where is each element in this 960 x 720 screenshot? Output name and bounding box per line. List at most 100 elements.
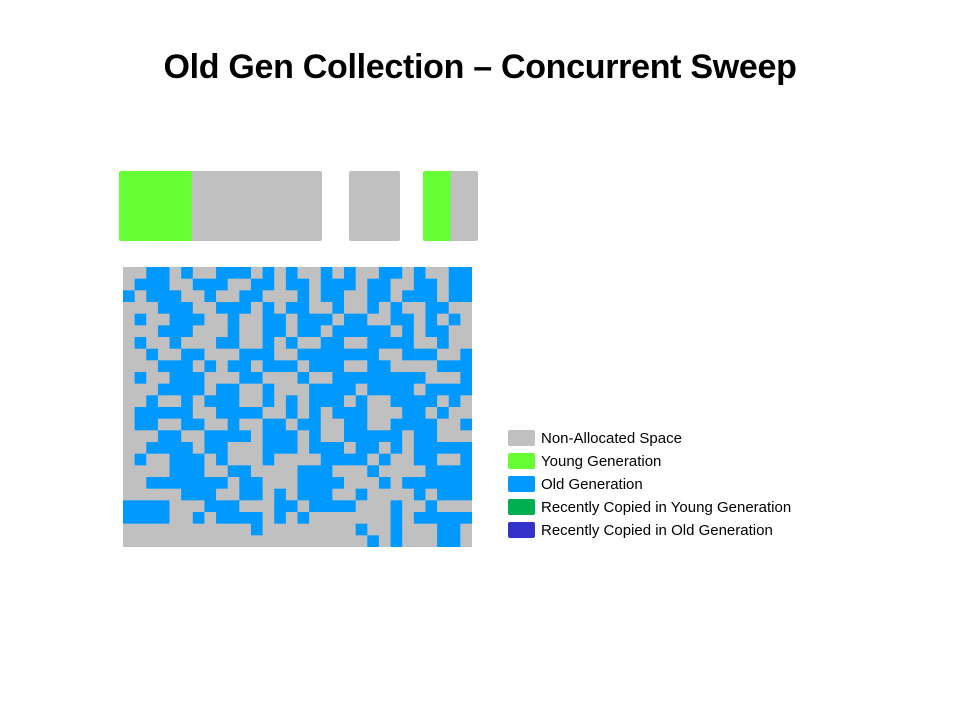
old-gen-cell-free bbox=[239, 523, 252, 536]
old-gen-cell-free bbox=[297, 535, 310, 547]
old-gen-cell-free bbox=[355, 360, 368, 373]
old-gen-cell-live bbox=[402, 325, 415, 338]
old-gen-cell-free bbox=[146, 430, 159, 443]
old-gen-cell-live bbox=[146, 395, 159, 408]
old-gen-cell-live bbox=[413, 488, 426, 501]
old-gen-cell-free bbox=[297, 267, 310, 280]
old-gen-cell-free bbox=[274, 395, 287, 408]
old-gen-cell-free bbox=[390, 407, 403, 420]
old-gen-cell-free bbox=[367, 453, 380, 466]
old-gen-cell-free bbox=[448, 302, 461, 315]
old-gen-cell-live bbox=[181, 302, 194, 315]
old-gen-cell-live bbox=[309, 313, 322, 326]
old-gen-cell-free bbox=[344, 477, 357, 490]
old-gen-cell-live bbox=[332, 372, 345, 385]
old-gen-cell-live bbox=[437, 488, 450, 501]
old-gen-cell-live bbox=[448, 278, 461, 291]
old-gen-cell-live bbox=[274, 325, 287, 338]
old-gen-cell-live bbox=[169, 383, 182, 396]
old-gen-cell-live bbox=[157, 290, 170, 303]
old-gen-cell-free bbox=[123, 348, 136, 361]
old-gen-cell-free bbox=[437, 418, 450, 431]
old-gen-cell-live bbox=[367, 290, 380, 303]
old-gen-cell-free bbox=[239, 337, 252, 350]
old-gen-cell-free bbox=[367, 313, 380, 326]
old-gen-cell-live bbox=[181, 325, 194, 338]
old-gen-cell-free bbox=[297, 430, 310, 443]
old-gen-cell-free bbox=[437, 430, 450, 443]
old-gen-cell-live bbox=[402, 348, 415, 361]
old-gen-cell-live bbox=[367, 383, 380, 396]
old-gen-cell-free bbox=[192, 302, 205, 315]
old-gen-cell-live bbox=[274, 512, 287, 525]
old-gen-cell-live bbox=[181, 477, 194, 490]
old-gen-cell-live bbox=[448, 523, 461, 536]
old-gen-cell-free bbox=[402, 500, 415, 513]
old-gen-cell-free bbox=[437, 313, 450, 326]
old-gen-cell-live bbox=[355, 313, 368, 326]
old-gen-cell-live bbox=[390, 535, 403, 547]
old-gen-cell-free bbox=[402, 430, 415, 443]
old-gen-cell-live bbox=[309, 500, 322, 513]
old-gen-cell-free bbox=[204, 383, 217, 396]
old-gen-cell-live bbox=[425, 348, 438, 361]
legend-label: Old Generation bbox=[541, 476, 643, 493]
old-gen-cell-live bbox=[204, 500, 217, 513]
old-gen-cell-live bbox=[146, 348, 159, 361]
old-gen-cell-free bbox=[134, 488, 147, 501]
old-gen-cell-live bbox=[262, 453, 275, 466]
old-gen-cell-free bbox=[378, 535, 391, 547]
old-gen-cell-free bbox=[134, 442, 147, 455]
old-gen-cell-live bbox=[413, 278, 426, 291]
old-gen-cell-live bbox=[239, 302, 252, 315]
old-gen-cell-live bbox=[216, 407, 229, 420]
old-gen-cell-free bbox=[378, 500, 391, 513]
old-gen-cell-live bbox=[402, 337, 415, 350]
old-gen-cell-live bbox=[134, 313, 147, 326]
old-gen-cell-live bbox=[285, 337, 298, 350]
old-gen-cell-free bbox=[367, 512, 380, 525]
old-gen-cell-live bbox=[181, 442, 194, 455]
old-gen-cell-free bbox=[402, 267, 415, 280]
old-gen-cell-free bbox=[460, 337, 472, 350]
old-gen-cell-live bbox=[390, 372, 403, 385]
old-gen-cell-free bbox=[123, 535, 136, 547]
old-gen-cell-free bbox=[146, 383, 159, 396]
old-gen-cell-live bbox=[413, 453, 426, 466]
old-gen-cell-free bbox=[378, 418, 391, 431]
old-gen-cell-free bbox=[425, 372, 438, 385]
old-gen-cell-live bbox=[250, 372, 263, 385]
old-gen-cell-free bbox=[448, 348, 461, 361]
legend-swatch bbox=[508, 522, 535, 538]
old-gen-cell-live bbox=[355, 453, 368, 466]
old-gen-cell-live bbox=[309, 442, 322, 455]
old-gen-cell-free bbox=[146, 302, 159, 315]
old-gen-cell-live bbox=[309, 430, 322, 443]
old-gen-cell-free bbox=[192, 430, 205, 443]
old-gen-cell-live bbox=[390, 442, 403, 455]
old-gen-cell-live bbox=[274, 360, 287, 373]
legend-label: Recently Copied in Old Generation bbox=[541, 522, 773, 539]
old-gen-cell-live bbox=[367, 360, 380, 373]
old-gen-cell-free bbox=[437, 453, 450, 466]
old-gen-cell-live bbox=[204, 430, 217, 443]
slide-title: Old Gen Collection – Concurrent Sweep bbox=[163, 48, 797, 86]
eden-space bbox=[119, 171, 322, 241]
old-gen-cell-live bbox=[297, 418, 310, 431]
old-gen-cell-free bbox=[274, 372, 287, 385]
old-gen-cell-live bbox=[425, 278, 438, 291]
old-gen-cell-free bbox=[378, 512, 391, 525]
old-gen-cell-live bbox=[320, 383, 333, 396]
old-gen-cell-live bbox=[367, 278, 380, 291]
old-gen-cell-free bbox=[227, 453, 240, 466]
old-gen-cell-free bbox=[390, 465, 403, 478]
old-gen-cell-free bbox=[344, 360, 357, 373]
old-gen-cell-free bbox=[390, 290, 403, 303]
old-gen-cell-free bbox=[181, 290, 194, 303]
old-gen-cell-free bbox=[344, 465, 357, 478]
old-gen-cell-free bbox=[390, 325, 403, 338]
old-gen-cell-live bbox=[425, 383, 438, 396]
old-gen-cell-live bbox=[367, 372, 380, 385]
old-gen-cell-live bbox=[448, 360, 461, 373]
old-gen-cell-live bbox=[285, 302, 298, 315]
